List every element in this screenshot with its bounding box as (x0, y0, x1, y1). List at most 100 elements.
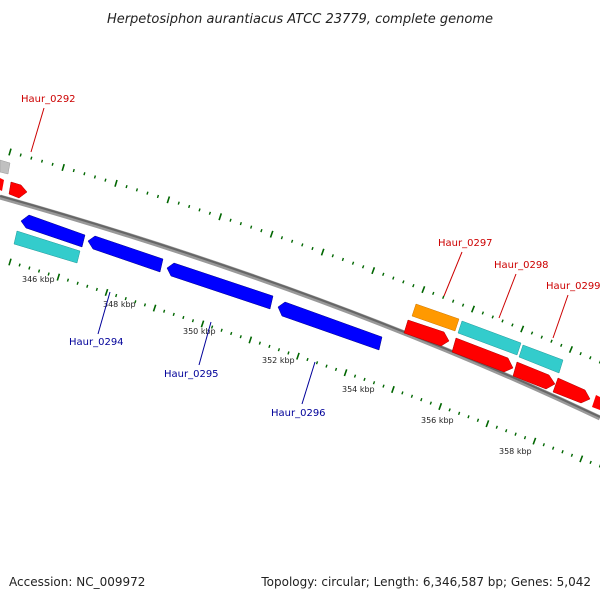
minor-tick (382, 272, 385, 276)
major-tick (391, 385, 395, 394)
gene-label-reverse: Haur_0295 (164, 369, 219, 380)
minor-tick (540, 335, 543, 339)
tick-label: 346 kbp (22, 275, 55, 284)
minor-tick (501, 319, 504, 323)
minor-tick (442, 295, 445, 299)
inner-tick-ruler (8, 258, 600, 468)
major-tick (166, 196, 171, 204)
minor-tick (481, 311, 485, 315)
minor-tick (268, 344, 271, 349)
minor-tick (37, 269, 41, 273)
minor-tick (250, 225, 253, 229)
gene-arrow-red (592, 395, 600, 410)
major-tick (61, 163, 65, 172)
minor-tick (560, 343, 563, 347)
gene-arrow-red (8, 181, 28, 199)
genome-backbone-shade (0, 195, 600, 418)
minor-tick (51, 162, 54, 166)
minor-tick (72, 168, 75, 173)
major-tick (568, 345, 574, 354)
minor-tick (410, 394, 414, 398)
minor-tick (182, 315, 185, 320)
major-tick (114, 179, 118, 187)
minor-tick (401, 391, 404, 395)
minor-tick (19, 153, 22, 157)
minor-tick (280, 236, 284, 240)
minor-tick (146, 191, 149, 195)
major-tick (152, 304, 157, 312)
minor-tick (290, 239, 294, 243)
major-tick (320, 248, 325, 256)
minor-tick (315, 361, 319, 365)
major-tick (8, 148, 12, 156)
minor-tick (550, 339, 553, 343)
minor-tick (530, 331, 534, 335)
minor-tick (177, 201, 180, 205)
reverse-features (13, 214, 383, 351)
forward-gene-labels: Haur_0292 Haur_0297 Haur_0298 Haur_0299 (21, 94, 600, 339)
gene-feature-cyan (518, 344, 564, 374)
minor-tick (301, 243, 304, 247)
gene-label-forward: Haur_0298 (494, 260, 549, 271)
minor-tick (163, 309, 166, 313)
minor-tick (306, 357, 309, 362)
minor-tick (115, 293, 118, 298)
minor-tick (579, 351, 582, 356)
minor-tick (382, 384, 385, 388)
gene-feature-cyan (457, 320, 522, 356)
minor-tick (451, 299, 455, 303)
gene-arrow-red (451, 337, 514, 373)
minor-tick (191, 319, 195, 323)
label-leader-line (30, 107, 45, 153)
minor-tick (172, 312, 175, 317)
gene-feature-orange (411, 303, 460, 332)
minor-tick (277, 348, 281, 352)
major-tick (343, 369, 348, 377)
minor-tick (66, 278, 70, 282)
minor-tick (30, 156, 33, 160)
major-tick (296, 352, 300, 360)
minor-tick (361, 265, 365, 269)
major-tick (485, 420, 490, 428)
major-tick (269, 230, 274, 238)
tick-label: 354 kbp (342, 385, 375, 394)
minor-tick (351, 261, 355, 265)
gene-feature-cyan (13, 230, 81, 264)
minor-tick (287, 351, 290, 355)
major-tick (200, 320, 205, 328)
minor-tick (542, 443, 545, 447)
gene-label-reverse: Haur_0294 (69, 337, 124, 348)
tick-labels: 346 kbp 348 kbp 350 kbp 352 kbp 354 kbp … (22, 275, 532, 456)
minor-tick (448, 408, 451, 412)
minor-tick (341, 257, 345, 262)
major-tick (218, 213, 223, 221)
minor-tick (402, 280, 405, 284)
minor-tick (570, 453, 574, 457)
gene-feature-grey (0, 159, 11, 175)
minor-tick (353, 374, 357, 378)
gene-arrow-red (552, 377, 591, 404)
minor-tick (523, 435, 527, 440)
major-tick (8, 258, 12, 266)
minor-tick (239, 335, 242, 339)
minor-tick (514, 432, 517, 436)
minor-tick (551, 446, 555, 450)
label-leader-line (301, 361, 316, 405)
label-leader-line (443, 251, 463, 297)
minor-tick (229, 218, 232, 222)
minor-tick (188, 204, 191, 209)
gene-arrow-blue (166, 262, 274, 310)
minor-tick (476, 418, 480, 422)
minor-tick (429, 401, 432, 405)
minor-tick (93, 175, 97, 179)
gene-arrow-red (0, 178, 4, 191)
genome-summary-text: Topology: circular; Length: 6,346,587 bp… (260, 575, 591, 589)
minor-tick (220, 328, 223, 332)
minor-tick (134, 300, 137, 304)
gene-label-forward: Haur_0292 (21, 94, 76, 105)
outer-tick-ruler (8, 148, 600, 364)
minor-tick (331, 254, 334, 258)
minor-tick (467, 415, 470, 419)
label-leader-line (552, 294, 569, 339)
map-title: Herpetosiphon aurantiacus ATCC 23779, co… (107, 12, 493, 27)
